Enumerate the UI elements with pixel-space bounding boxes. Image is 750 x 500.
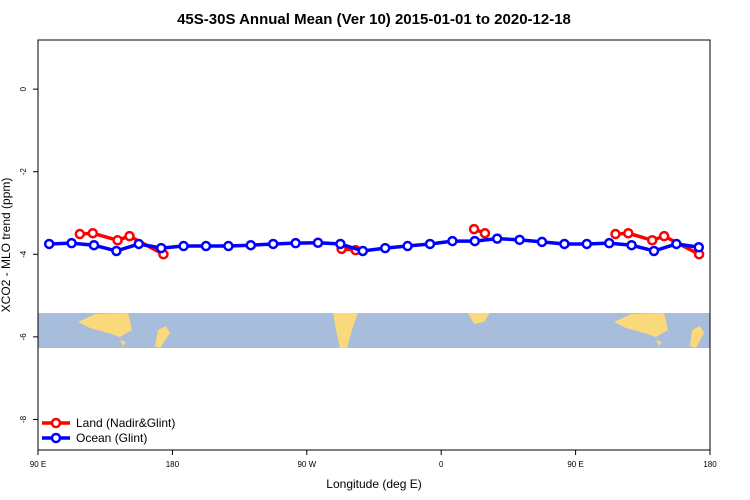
point <box>610 228 621 240</box>
y-tick-label: -4 <box>19 250 28 258</box>
land-map <box>333 313 358 348</box>
y-tick-label: -2 <box>19 168 28 176</box>
point <box>74 228 86 240</box>
plot-frame <box>37 39 711 451</box>
point <box>658 230 670 242</box>
point <box>646 235 658 246</box>
point <box>223 240 234 252</box>
x-tick-label: 90 E <box>567 460 583 469</box>
point <box>112 235 123 246</box>
point <box>479 227 491 239</box>
point <box>133 238 145 250</box>
legend-label: Land (Nadir&Glint) <box>76 416 175 430</box>
point <box>469 235 481 247</box>
point <box>290 237 301 249</box>
series-line <box>49 236 700 253</box>
x-tick-label: 180 <box>166 460 180 469</box>
point <box>379 242 391 254</box>
legend: Land (Nadir&Glint)Ocean (Glint) <box>42 416 175 445</box>
x-tick-label: 0 <box>439 460 444 469</box>
x-tick-label: 180 <box>703 460 717 469</box>
point <box>623 227 634 239</box>
land-map <box>614 313 668 346</box>
point <box>693 242 705 253</box>
y-axis-label: XCO2 - MLO trend (ppm) <box>0 178 13 313</box>
point <box>124 230 135 242</box>
point <box>447 235 458 247</box>
point <box>178 240 189 252</box>
chart-title: 45S-30S Annual Mean (Ver 10) 2015-01-01 … <box>177 11 571 28</box>
x-tick-label: 90 W <box>297 460 316 469</box>
point <box>491 233 503 244</box>
map-band <box>38 313 710 348</box>
legend-marker <box>50 432 62 444</box>
point <box>626 239 637 251</box>
point <box>335 238 346 250</box>
point <box>43 238 55 250</box>
point <box>402 240 413 252</box>
point <box>424 238 436 250</box>
point <box>87 227 99 239</box>
point <box>357 245 369 257</box>
y-tick-label: -8 <box>19 415 28 423</box>
point <box>66 237 77 249</box>
y-tick-label: -6 <box>19 333 28 341</box>
point <box>603 237 615 249</box>
y-tick-label: 0 <box>19 86 28 91</box>
point <box>88 239 100 251</box>
point <box>559 238 570 250</box>
legend-marker <box>50 417 62 429</box>
land-map <box>78 313 132 346</box>
point <box>671 238 682 250</box>
point <box>111 245 122 257</box>
point <box>536 236 548 248</box>
point <box>514 234 525 246</box>
point <box>468 223 480 235</box>
x-axis-label: Longitude (deg E) <box>326 477 421 491</box>
x-tick-label: 90 E <box>30 460 46 469</box>
point <box>581 238 593 250</box>
land-map <box>468 313 490 324</box>
point <box>648 245 660 257</box>
point <box>155 242 167 254</box>
land-map <box>690 326 704 348</box>
land-map <box>155 326 170 348</box>
legend-label: Ocean (Glint) <box>76 431 147 445</box>
point <box>312 237 324 248</box>
ocean-map <box>38 313 710 348</box>
point <box>245 239 257 251</box>
point <box>267 238 279 250</box>
point <box>200 240 212 252</box>
